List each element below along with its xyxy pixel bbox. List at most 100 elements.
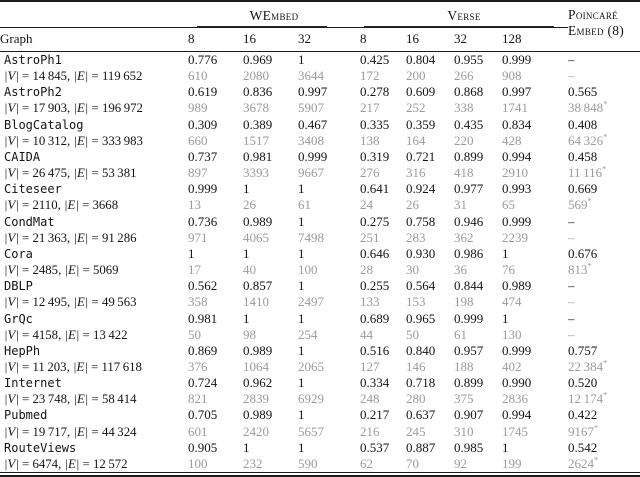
score-cell: 0.946 xyxy=(454,213,484,229)
time-cell: 50 xyxy=(406,326,419,342)
score-cell: 0.278 xyxy=(360,84,390,100)
dataset-stats: |V| = 17 903, |E| = 196 972 xyxy=(0,100,188,116)
equals: = xyxy=(88,133,102,148)
v-value: 12 495 xyxy=(32,295,68,310)
dataset-name: CAIDA xyxy=(4,149,41,164)
equals: = xyxy=(18,230,33,245)
time-cell: 31 xyxy=(454,197,467,213)
time-cell: 100 xyxy=(298,262,318,278)
score-cell: 0.957 xyxy=(454,342,484,358)
time-cell: 76 xyxy=(502,262,515,278)
poincare-time: 64 326 xyxy=(568,132,604,148)
v-label: |V| xyxy=(4,198,19,213)
time-cell: 127 xyxy=(360,358,380,374)
v-value: 10 312 xyxy=(32,133,68,148)
score-cell: 1 xyxy=(298,278,305,294)
equals: = xyxy=(18,456,33,471)
score-cell: 0.217 xyxy=(360,407,390,423)
dataset-name: RouteViews xyxy=(4,440,77,455)
score-cell: 1 xyxy=(243,310,250,326)
time-cell: 897 xyxy=(188,165,208,181)
e-value: 333 983 xyxy=(101,133,143,148)
time-cell: 199 xyxy=(502,455,522,471)
time-cell: 164 xyxy=(406,132,426,148)
comma: , xyxy=(67,230,74,245)
time-cell: 3393 xyxy=(243,165,269,181)
poincare-time: 813 xyxy=(568,262,588,278)
wembed-group-rule xyxy=(197,26,327,27)
e-value: 13 422 xyxy=(92,327,128,342)
time-cell: 61 xyxy=(454,326,467,342)
time-cell: 569* xyxy=(568,197,640,213)
v-value: 26 475 xyxy=(32,166,68,181)
e-value: 117 618 xyxy=(101,359,142,374)
time-cell: 92 xyxy=(454,455,467,471)
score-cell: 0.989 xyxy=(502,278,532,294)
e-label: |E| xyxy=(73,295,89,310)
time-cell: 245 xyxy=(406,423,426,439)
time-cell: 1741 xyxy=(502,100,528,116)
poincare-time: – xyxy=(568,68,575,84)
equals: = xyxy=(18,101,33,116)
time-cell: 70 xyxy=(406,455,419,471)
time-cell: – xyxy=(568,230,640,246)
time-cell: 2420 xyxy=(243,423,269,439)
dataset-name: AstroPh1 xyxy=(4,53,62,67)
score-cell: 1 xyxy=(298,342,305,358)
time-cell: 283 xyxy=(406,229,426,245)
stats-row-blogcatalog: |V| = 10 312, |E| = 333 983 660 1517 340… xyxy=(0,133,640,149)
time-cell: 1517 xyxy=(243,132,269,148)
score-cell: 0.989 xyxy=(243,213,273,229)
v-value: 11 203 xyxy=(32,359,67,374)
score-cell: 0.319 xyxy=(360,148,390,164)
poincare-label-line1: Poincaré xyxy=(568,7,618,22)
score-cell: 0.868 xyxy=(454,84,484,100)
score-cell: 0.689 xyxy=(360,310,390,326)
dataset-row-internet: Internet 0.724 0.962 1 0.334 0.718 0.899… xyxy=(0,375,640,391)
v-value: 2485 xyxy=(32,263,59,278)
score-cell: 0.999 xyxy=(502,52,532,67)
time-cell: 9167* xyxy=(568,424,640,440)
time-cell: 2080 xyxy=(243,68,269,84)
dataset-row-astroph2: AstroPh2 0.619 0.836 0.997 0.278 0.609 0… xyxy=(0,84,640,100)
verse-dim-32: 32 xyxy=(454,27,502,52)
dataset-row-citeseer: Citeseer 0.999 1 1 0.641 0.924 0.977 0.9… xyxy=(0,181,640,197)
v-value: 4158 xyxy=(32,327,59,342)
time-cell: 1410 xyxy=(243,294,269,310)
e-label: |E| xyxy=(72,359,88,374)
time-cell: 601 xyxy=(188,423,208,439)
time-cell: 376 xyxy=(188,358,208,374)
score-cell: 0.999 xyxy=(298,148,328,164)
dataset-name: BlogCatalog xyxy=(4,117,84,132)
wembed-group-label: WEmbed xyxy=(249,8,299,23)
time-cell: – xyxy=(568,327,640,343)
stats-row-routeviews: |V| = 6474, |E| = 12 572 100 232 590 62 … xyxy=(0,456,640,473)
dimension-header-row: Graph 8 16 32 8 16 32 128 xyxy=(0,27,640,52)
score-cell: 0.537 xyxy=(360,439,390,455)
time-cell: 402 xyxy=(502,358,522,374)
equals: = xyxy=(78,198,93,213)
time-cell: 248 xyxy=(360,391,380,407)
asterisk-superscript: * xyxy=(603,132,608,142)
stats-row-condmat: |V| = 21 363, |E| = 91 286 971 4065 7498… xyxy=(0,230,640,246)
time-cell: 5657 xyxy=(298,423,324,439)
time-cell: 280 xyxy=(406,391,426,407)
score-cell: – xyxy=(568,213,575,229)
poincare-group-header: Poincaré Embed (8) xyxy=(568,1,640,52)
dataset-name: Pubmed xyxy=(4,408,48,423)
dataset-name: Cora xyxy=(4,246,33,261)
time-cell: 2065 xyxy=(298,358,324,374)
poincare-time: – xyxy=(568,229,575,245)
score-cell: 0.981 xyxy=(243,148,273,164)
score-cell: 0.422 xyxy=(568,407,598,423)
score-cell: 0.955 xyxy=(454,52,484,67)
score-cell: 0.705 xyxy=(188,407,218,423)
dataset-row-routeviews: RouteViews 0.905 1 1 0.537 0.887 0.985 1… xyxy=(0,440,640,456)
wembed-dim-16: 16 xyxy=(243,27,298,52)
dataset-stats: |V| = 21 363, |E| = 91 286 xyxy=(0,230,188,246)
e-label: |E| xyxy=(64,198,79,213)
score-cell: 0.637 xyxy=(406,407,436,423)
dataset-name: AstroPh2 xyxy=(4,85,62,100)
time-cell: 813* xyxy=(568,262,640,278)
time-cell: 590 xyxy=(298,455,318,471)
